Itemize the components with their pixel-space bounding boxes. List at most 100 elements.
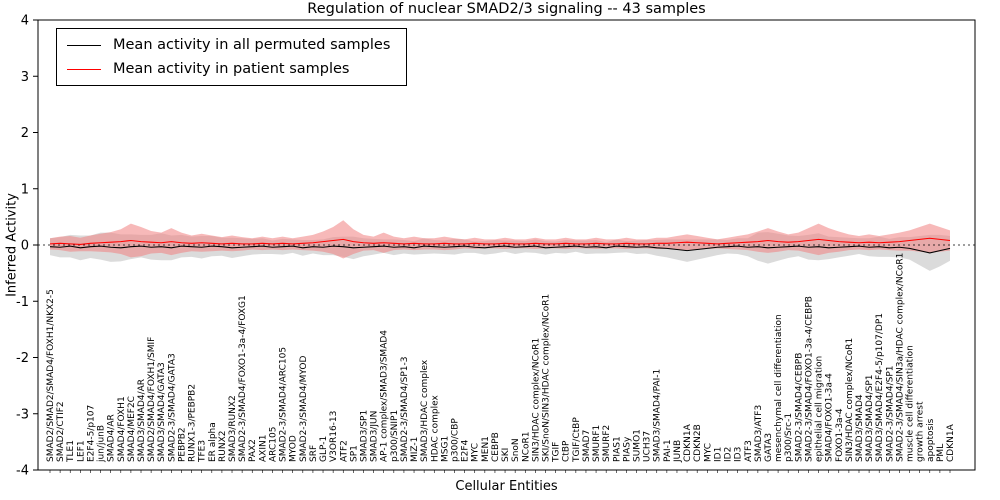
svg-text:SMAD3/SMAD4/SP1: SMAD3/SMAD4/SP1	[865, 374, 875, 462]
svg-text:CEBPB: CEBPB	[491, 432, 501, 462]
svg-text:apoptosis: apoptosis	[926, 418, 936, 462]
svg-text:SIN3/HDAC complex/NCoR1: SIN3/HDAC complex/NCoR1	[531, 338, 541, 462]
svg-text:UCH37: UCH37	[643, 431, 653, 462]
chart-title: Regulation of nuclear SMAD2/3 signaling …	[307, 1, 706, 17]
permuted-line-swatch	[67, 44, 101, 46]
svg-text:SUMO1: SUMO1	[633, 429, 643, 462]
svg-text:-2: -2	[16, 351, 29, 366]
svg-text:ER alpha: ER alpha	[208, 422, 218, 462]
svg-text:-1: -1	[16, 295, 29, 310]
svg-text:HDAC complex: HDAC complex	[430, 395, 440, 462]
svg-text:SMAD3/ATF3: SMAD3/ATF3	[754, 405, 764, 462]
svg-text:SMAD3/SMAD4/AR: SMAD3/SMAD4/AR	[137, 379, 147, 462]
svg-text:CtBP: CtBP	[562, 440, 572, 462]
x-axis-label: Cellular Entities	[455, 479, 558, 494]
svg-text:TFE3: TFE3	[198, 440, 208, 463]
svg-text:SMAD3/SP1: SMAD3/SP1	[359, 410, 369, 462]
svg-text:SnoN: SnoN	[511, 438, 521, 462]
svg-text:p300/CBP: p300/CBP	[450, 418, 460, 462]
svg-text:p300/Src-1: p300/Src-1	[784, 413, 794, 462]
svg-text:jun/junB: jun/junB	[97, 425, 107, 463]
svg-text:PIASy: PIASy	[622, 436, 632, 462]
svg-text:SKI: SKI	[501, 448, 511, 462]
legend-label-permuted: Mean activity in all permuted samples	[113, 37, 391, 53]
svg-text:MYOD: MYOD	[289, 435, 299, 462]
svg-text:MIZ-1: MIZ-1	[410, 437, 420, 462]
svg-text:0: 0	[21, 239, 29, 254]
svg-text:ID2: ID2	[724, 447, 734, 462]
svg-text:SMAD3/SMAD4/E2F4-5/p107/DP1: SMAD3/SMAD4/E2F4-5/p107/DP1	[875, 313, 885, 462]
svg-text:-4: -4	[16, 464, 29, 479]
svg-text:E2F4: E2F4	[461, 439, 471, 462]
x-tick-labels: SMAD2/SMAD2/SMAD4/FOXH1/NKX2-5 SMAD2/CTIF…	[46, 253, 956, 463]
legend-item-patient: Mean activity in patient samples	[67, 61, 390, 77]
svg-text:SMAD3/RUNX2: SMAD3/RUNX2	[228, 395, 238, 462]
svg-text:SMAD2-3/SMAD4/FOXO1-3a-4/FOXG1: SMAD2-3/SMAD4/FOXO1-3a-4/FOXG1	[238, 295, 248, 462]
svg-text:ATF3: ATF3	[744, 440, 754, 462]
svg-text:TGIF/CtBP: TGIF/CtBP	[572, 417, 582, 463]
svg-text:FOXO1-3a-4: FOXO1-3a-4	[835, 408, 845, 462]
legend-item-permuted: Mean activity in all permuted samples	[67, 37, 390, 53]
svg-text:SMAD4/FOXO1-3a-4: SMAD4/FOXO1-3a-4	[825, 373, 835, 462]
svg-text:SMAD2/SMAD4/FOXH1/SMIF: SMAD2/SMAD4/FOXH1/SMIF	[147, 337, 157, 462]
svg-text:GLP-1: GLP-1	[319, 436, 329, 462]
svg-text:SMAD3/JUN: SMAD3/JUN	[370, 411, 380, 462]
svg-text:SMAD3/SMAD4/PAI-1: SMAD3/SMAD4/PAI-1	[653, 369, 663, 462]
svg-text:JUNB: JUNB	[673, 440, 683, 463]
permuted-line	[49, 245, 951, 254]
svg-text:AXIN1: AXIN1	[258, 435, 268, 462]
svg-text:2: 2	[21, 126, 29, 141]
svg-text:SMAD4/FOXH1: SMAD4/FOXH1	[117, 396, 127, 462]
svg-text:V3OR16-13: V3OR16-13	[329, 411, 339, 462]
svg-text:growth arrest: growth arrest	[916, 401, 926, 462]
svg-text:MYC: MYC	[703, 443, 713, 462]
svg-text:ID3: ID3	[734, 447, 744, 462]
svg-text:SMAD2/SMAD2/SMAD4/FOXH1/NKX2-5: SMAD2/SMAD2/SMAD4/FOXH1/NKX2-5	[46, 289, 56, 462]
legend: Mean activity in all permuted samples Me…	[56, 28, 408, 86]
svg-text:SKI/SnoN/SIN3/HDAC complex/NCo: SKI/SnoN/SIN3/HDAC complex/NCoR1	[542, 294, 552, 462]
svg-text:SMAD2-3/SMAD4/SIN3a/HDAC compl: SMAD2-3/SMAD4/SIN3a/HDAC complex/NCoR1	[895, 253, 905, 462]
svg-text:MSG1: MSG1	[440, 436, 450, 462]
svg-text:PAI-1: PAI-1	[663, 439, 673, 462]
svg-text:muscle cell differentiation: muscle cell differentiation	[906, 345, 916, 462]
svg-text:3: 3	[21, 70, 29, 85]
svg-text:PEBPB2: PEBPB2	[177, 427, 187, 462]
svg-text:CDKN2B: CDKN2B	[693, 424, 703, 462]
svg-text:MYC: MYC	[471, 443, 481, 462]
svg-text:SMAD7: SMAD7	[582, 430, 592, 462]
svg-text:4: 4	[21, 14, 29, 29]
svg-text:SMAD2-3/SMAD4/SP1-3: SMAD2-3/SMAD4/SP1-3	[400, 357, 410, 462]
svg-text:SMURF2: SMURF2	[602, 425, 612, 462]
svg-text:SMAD2-3/SMAD4/SP1: SMAD2-3/SMAD4/SP1	[885, 366, 895, 463]
axes: -4 -3 -2 -1 0 1 2 3 4	[16, 14, 976, 479]
svg-text:p300/SNIP1: p300/SNIP1	[390, 410, 400, 462]
svg-text:SMAD4/MEF2C: SMAD4/MEF2C	[127, 396, 137, 462]
svg-text:MEN1: MEN1	[481, 436, 491, 462]
svg-text:PAX2: PAX2	[248, 439, 258, 462]
svg-text:SMAD2/CTIF2: SMAD2/CTIF2	[56, 401, 66, 462]
svg-text:SP1: SP1	[349, 445, 359, 462]
svg-text:PML: PML	[936, 444, 946, 462]
svg-text:SMAD2-3/SMAD4/ARC105: SMAD2-3/SMAD4/ARC105	[279, 347, 289, 462]
patient-band	[50, 220, 950, 259]
svg-text:SIN3/HDAC complex/NCoR1: SIN3/HDAC complex/NCoR1	[845, 338, 855, 462]
svg-text:mesenchymal cell differentiati: mesenchymal cell differentiation	[774, 314, 784, 462]
svg-text:AP-1 complex/SMAD3/SMAD4: AP-1 complex/SMAD3/SMAD4	[380, 330, 390, 462]
svg-text:SMAD3/SMAD4/GATA3: SMAD3/SMAD4/GATA3	[157, 362, 167, 462]
svg-text:SMAD3/SMAD4: SMAD3/SMAD4	[855, 394, 865, 462]
svg-text:1: 1	[21, 182, 29, 197]
svg-text:SMAD2-3/SMAD4/GATA3: SMAD2-3/SMAD4/GATA3	[167, 353, 177, 462]
svg-text:NCoR1: NCoR1	[521, 431, 531, 462]
svg-text:SMAD3/HDAC complex: SMAD3/HDAC complex	[420, 359, 430, 462]
patient-line	[49, 237, 951, 245]
svg-text:SMAD2-3/SMAD4/MYOD: SMAD2-3/SMAD4/MYOD	[299, 356, 309, 462]
svg-text:SRF: SRF	[309, 445, 319, 462]
svg-text:E2F4-5/p107: E2F4-5/p107	[86, 405, 96, 462]
svg-text:TLE1: TLE1	[66, 440, 76, 463]
patient-line-swatch	[67, 68, 101, 70]
legend-label-patient: Mean activity in patient samples	[113, 61, 350, 77]
svg-text:ARC105: ARC105	[268, 427, 278, 462]
svg-text:RUNX2: RUNX2	[218, 431, 228, 462]
